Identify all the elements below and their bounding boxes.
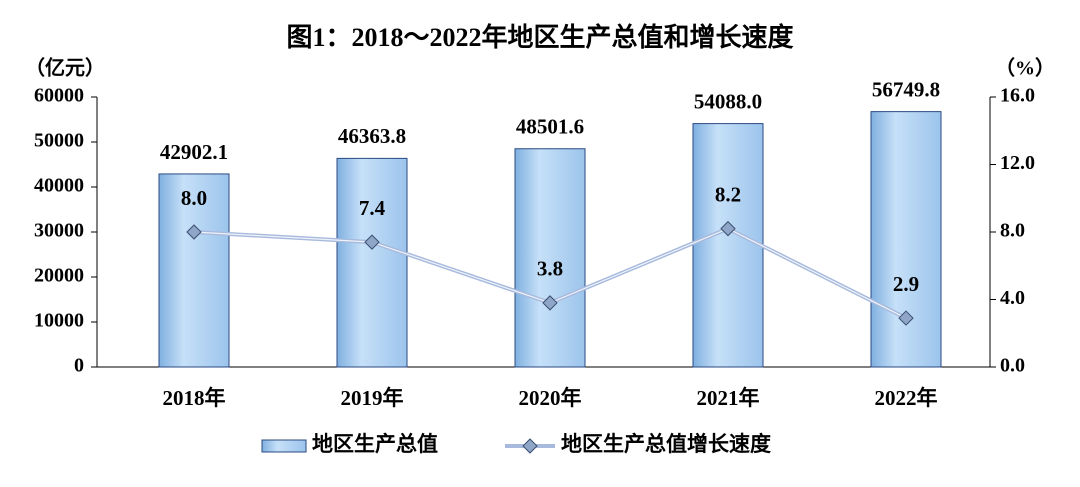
y-axis-title: （亿元） (25, 56, 105, 80)
value-label: 54088.0 (694, 89, 762, 113)
bar (158, 173, 230, 368)
bar (692, 123, 764, 368)
x-tick-label: 2022年 (875, 386, 938, 410)
marker (542, 295, 558, 311)
y-tick-label: 40000 (34, 175, 84, 197)
y2-tick-label: 4.0 (1000, 287, 1025, 309)
y2-tick-label: 12.0 (1000, 152, 1035, 174)
bar (870, 111, 942, 368)
y-tick-label: 30000 (34, 220, 84, 242)
chart-title: 图1：2018～2022年地区生产总值和增长速度 (286, 22, 793, 52)
y-tick-label: 60000 (34, 85, 84, 107)
y2-tick-label: 16.0 (1000, 85, 1035, 107)
bar (336, 157, 408, 368)
value-label: 7.4 (359, 196, 386, 220)
value-label: 48501.6 (516, 115, 584, 139)
marker (720, 220, 736, 237)
legend-label: 地区生产总值增长速度 (561, 432, 771, 456)
marker (186, 224, 202, 240)
bar (514, 148, 586, 368)
y2-axis-title: （%） (995, 57, 1055, 80)
y-tick-label: 10000 (34, 310, 84, 332)
marker (898, 310, 914, 326)
x-tick-label: 2018年 (163, 386, 226, 410)
y2-tick-label: 8.0 (1000, 220, 1025, 242)
value-label: 8.0 (181, 186, 207, 210)
value-label: 56749.8 (872, 77, 940, 101)
legend-marker (522, 438, 538, 454)
x-tick-label: 2020年 (519, 386, 582, 410)
value-label: 8.2 (715, 182, 741, 206)
y-tick-label: 50000 (34, 130, 84, 152)
x-tick-label: 2019年 (341, 386, 404, 410)
x-tick-label: 2021年 (697, 386, 760, 410)
value-label: 42902.1 (160, 140, 228, 164)
value-label: 46363.8 (338, 124, 406, 148)
value-label: 3.8 (537, 257, 563, 281)
y-tick-label: 20000 (34, 265, 84, 287)
legend-swatch (261, 439, 307, 453)
marker (364, 234, 380, 250)
y2-tick-label: 0.0 (1000, 355, 1025, 377)
y-tick-label: 0 (74, 355, 84, 377)
value-label: 2.9 (893, 272, 919, 296)
legend-label: 地区生产总值 (312, 432, 438, 456)
